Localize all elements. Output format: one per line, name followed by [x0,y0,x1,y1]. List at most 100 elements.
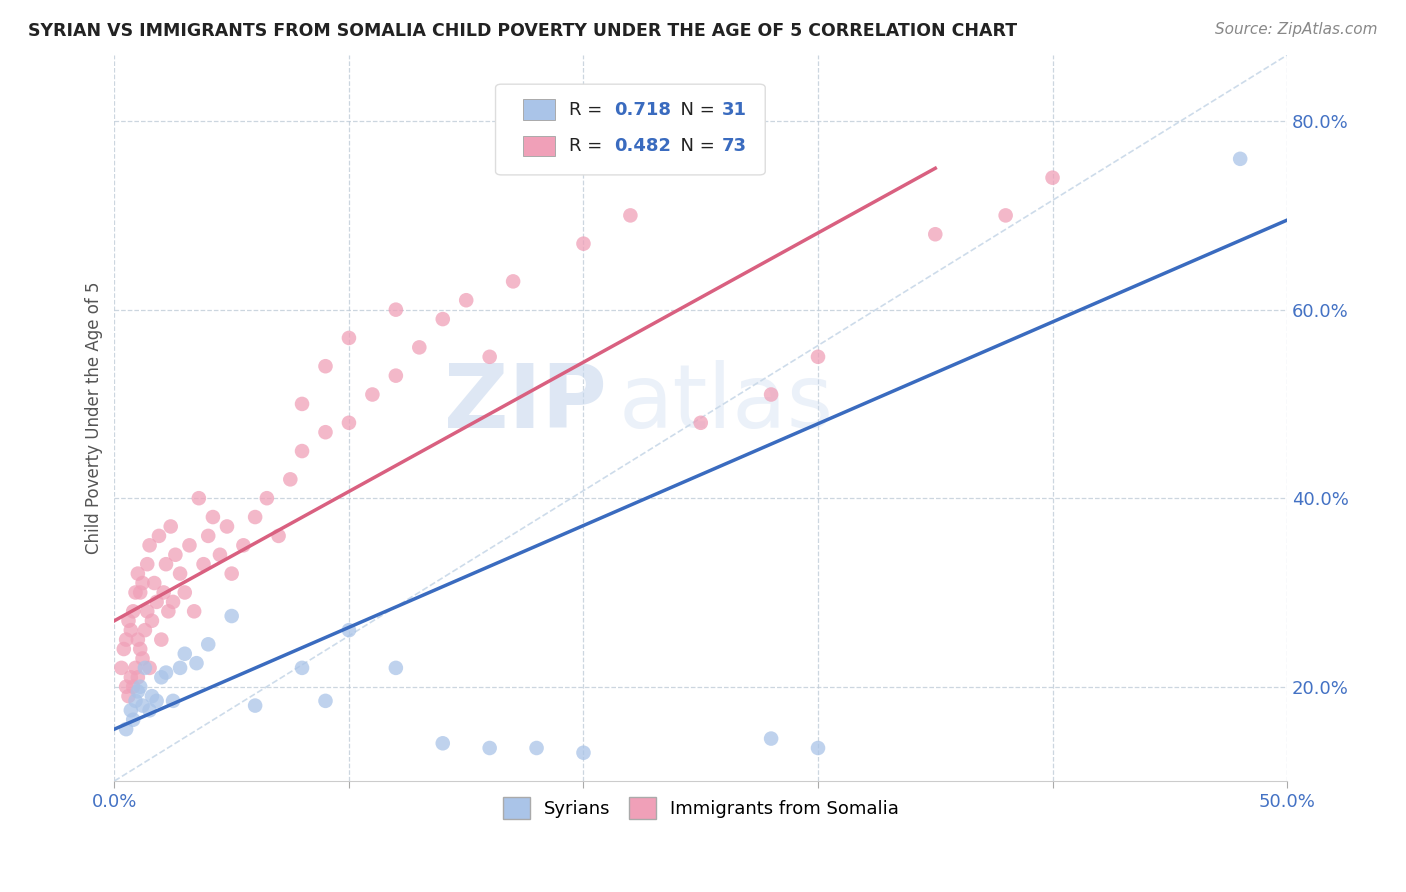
Text: atlas: atlas [619,360,834,447]
Point [361,387,384,401]
Point [994,208,1017,222]
Text: 0.718: 0.718 [614,101,671,119]
Point [572,746,595,760]
Point [689,416,711,430]
Point [134,661,156,675]
Point [759,387,782,401]
Point [193,557,215,571]
Point [807,741,830,756]
Point [337,623,360,637]
Point [432,312,454,326]
Point [186,656,208,670]
Point [136,604,159,618]
Point [138,538,160,552]
Point [315,694,337,708]
Point [112,642,135,657]
Point [124,585,146,599]
Text: N =: N = [669,101,721,119]
Text: 73: 73 [721,136,747,155]
Point [337,331,360,345]
Point [201,510,224,524]
Point [619,208,641,222]
Point [165,548,187,562]
Point [315,359,337,374]
Point [215,519,238,533]
Point [159,519,181,533]
Text: N =: N = [669,136,721,155]
Point [315,425,337,440]
Point [169,661,191,675]
Point [157,604,180,618]
FancyBboxPatch shape [495,84,765,175]
Point [385,302,408,317]
Text: ZIP: ZIP [444,360,607,447]
Point [432,736,454,750]
Point [478,350,501,364]
Text: R =: R = [569,136,609,155]
Point [129,642,152,657]
Text: R =: R = [569,101,609,119]
Y-axis label: Child Poverty Under the Age of 5: Child Poverty Under the Age of 5 [86,282,103,554]
Point [122,604,145,618]
Point [759,731,782,746]
Point [138,703,160,717]
Point [150,670,173,684]
Point [572,236,595,251]
Point [173,585,195,599]
Point [120,703,142,717]
Point [155,665,177,680]
Point [291,444,314,458]
Point [127,684,149,698]
Point [183,604,205,618]
Point [124,661,146,675]
Point [478,741,501,756]
Point [124,694,146,708]
Point [127,632,149,647]
Point [145,694,167,708]
Point [278,472,301,486]
Point [134,623,156,637]
Point [385,368,408,383]
Point [291,397,314,411]
Point [243,698,266,713]
Point [117,689,139,703]
Point [221,609,243,624]
Legend: Syrians, Immigrants from Somalia: Syrians, Immigrants from Somalia [495,790,907,826]
Point [162,694,184,708]
Point [115,722,138,736]
Point [162,595,184,609]
Point [208,548,231,562]
Point [127,566,149,581]
Point [173,647,195,661]
Point [131,576,153,591]
Point [110,661,132,675]
Point [138,661,160,675]
Text: 31: 31 [721,101,747,119]
Point [129,680,152,694]
Point [155,557,177,571]
Point [141,614,163,628]
Point [115,680,138,694]
Point [122,680,145,694]
Point [129,585,152,599]
Point [122,713,145,727]
Point [502,274,524,288]
Point [232,538,254,552]
Point [1042,170,1064,185]
Point [145,595,167,609]
Point [179,538,201,552]
Point [267,529,290,543]
Point [143,576,166,591]
FancyBboxPatch shape [523,99,555,120]
Point [1229,152,1251,166]
FancyBboxPatch shape [523,136,555,156]
Point [526,741,548,756]
Point [197,529,219,543]
Point [337,416,360,430]
Point [197,637,219,651]
Point [141,689,163,703]
Point [187,491,209,506]
Point [131,651,153,665]
Point [120,623,142,637]
Text: Source: ZipAtlas.com: Source: ZipAtlas.com [1215,22,1378,37]
